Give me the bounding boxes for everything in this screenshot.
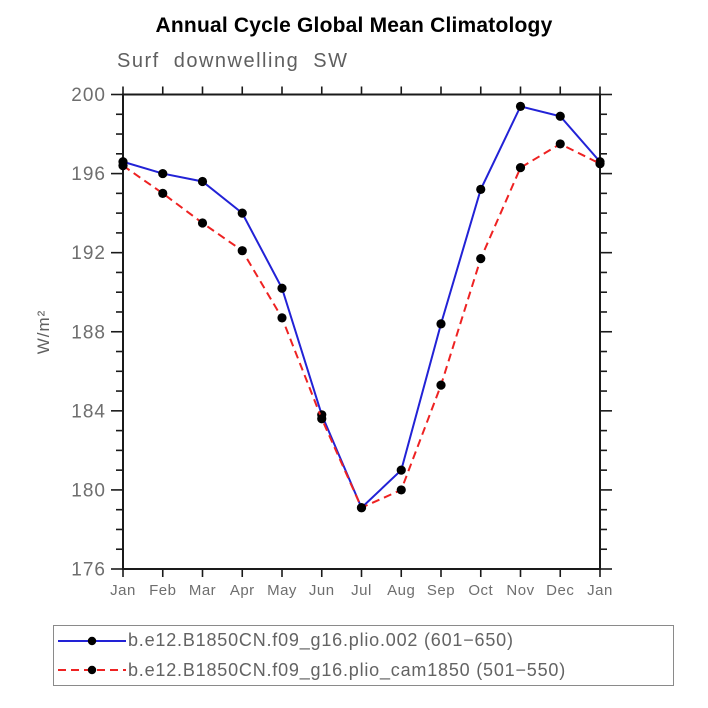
x-tick-label: Jun xyxy=(309,582,335,599)
legend-line-sample-solid xyxy=(58,636,126,645)
y-tick-label: 200 xyxy=(71,85,106,106)
legend-marker-dot xyxy=(87,666,97,675)
data-point-marker xyxy=(555,111,565,121)
y-tick-label: 192 xyxy=(71,243,106,264)
data-point-marker xyxy=(118,161,128,171)
axes-box xyxy=(122,93,601,570)
series-line-0 xyxy=(122,105,601,510)
data-point-marker xyxy=(436,380,446,390)
x-axis-ticks xyxy=(122,86,601,577)
data-point-marker xyxy=(396,485,406,495)
data-point-marker xyxy=(197,176,208,187)
chart-title: Annual Cycle Global Mean Climatology xyxy=(155,14,553,37)
series-markers-1 xyxy=(118,139,605,513)
legend: b.e12.B1850CN.f09_g16.plio.002 (601−650)… xyxy=(53,625,674,686)
chart-subtitle: Surf downwelling SW xyxy=(117,50,349,72)
y-tick-label: 188 xyxy=(71,322,106,343)
y-tick-label: 196 xyxy=(71,164,106,185)
x-tick-label: Jan xyxy=(110,582,136,599)
x-tick-label: Feb xyxy=(149,582,176,599)
x-tick-label: Aug xyxy=(387,582,415,599)
x-tick-label: Mar xyxy=(189,582,216,599)
data-point-marker xyxy=(317,414,327,424)
data-point-marker xyxy=(356,503,367,513)
x-tick-label: Nov xyxy=(506,582,534,599)
data-point-marker xyxy=(515,163,526,173)
series-markers-0 xyxy=(118,101,605,513)
data-point-marker xyxy=(237,246,247,256)
data-point-marker xyxy=(158,168,168,179)
data-point-marker xyxy=(476,253,486,264)
legend-item: b.e12.B1850CN.f09_g16.plio_cam1850 (501−… xyxy=(54,656,673,685)
data-point-marker xyxy=(476,184,486,194)
data-point-marker xyxy=(396,465,406,475)
data-point-marker xyxy=(595,159,605,169)
y-tick-label: 184 xyxy=(71,401,106,422)
data-point-marker xyxy=(436,319,446,329)
x-tick-label: Jan xyxy=(587,582,613,599)
data-point-marker xyxy=(158,188,168,198)
x-tick-label: Oct xyxy=(468,582,493,599)
data-point-marker xyxy=(237,208,247,218)
x-tick-label: Dec xyxy=(546,582,574,599)
y-axis-ticks xyxy=(111,93,612,570)
x-tick-label: May xyxy=(267,582,297,599)
x-axis-tick-labels: Jan Feb Mar Apr May Jun Jul Aug Sep Oct Nov Dec Jan xyxy=(110,582,613,599)
x-tick-label: Sep xyxy=(427,582,455,599)
data-point-marker xyxy=(277,313,287,323)
legend-marker-dot xyxy=(87,636,97,645)
legend-line-sample-dashed xyxy=(58,666,126,675)
x-tick-label: Apr xyxy=(230,582,255,599)
series-line-1 xyxy=(122,142,601,510)
data-point-marker xyxy=(197,218,208,228)
data-point-marker xyxy=(555,139,565,149)
y-tick-label: 180 xyxy=(71,480,106,501)
data-point-marker xyxy=(277,283,287,293)
data-point-marker xyxy=(515,101,526,111)
legend-item: b.e12.B1850CN.f09_g16.plio.002 (601−650) xyxy=(54,626,673,655)
y-tick-label: 176 xyxy=(71,560,106,581)
legend-label: b.e12.B1850CN.f09_g16.plio.002 (601−650) xyxy=(128,630,514,651)
y-axis-tick-labels: 176 180 184 188 192 196 200 xyxy=(71,85,106,581)
x-tick-label: Jul xyxy=(351,582,372,599)
legend-label: b.e12.B1850CN.f09_g16.plio_cam1850 (501−… xyxy=(128,659,567,680)
